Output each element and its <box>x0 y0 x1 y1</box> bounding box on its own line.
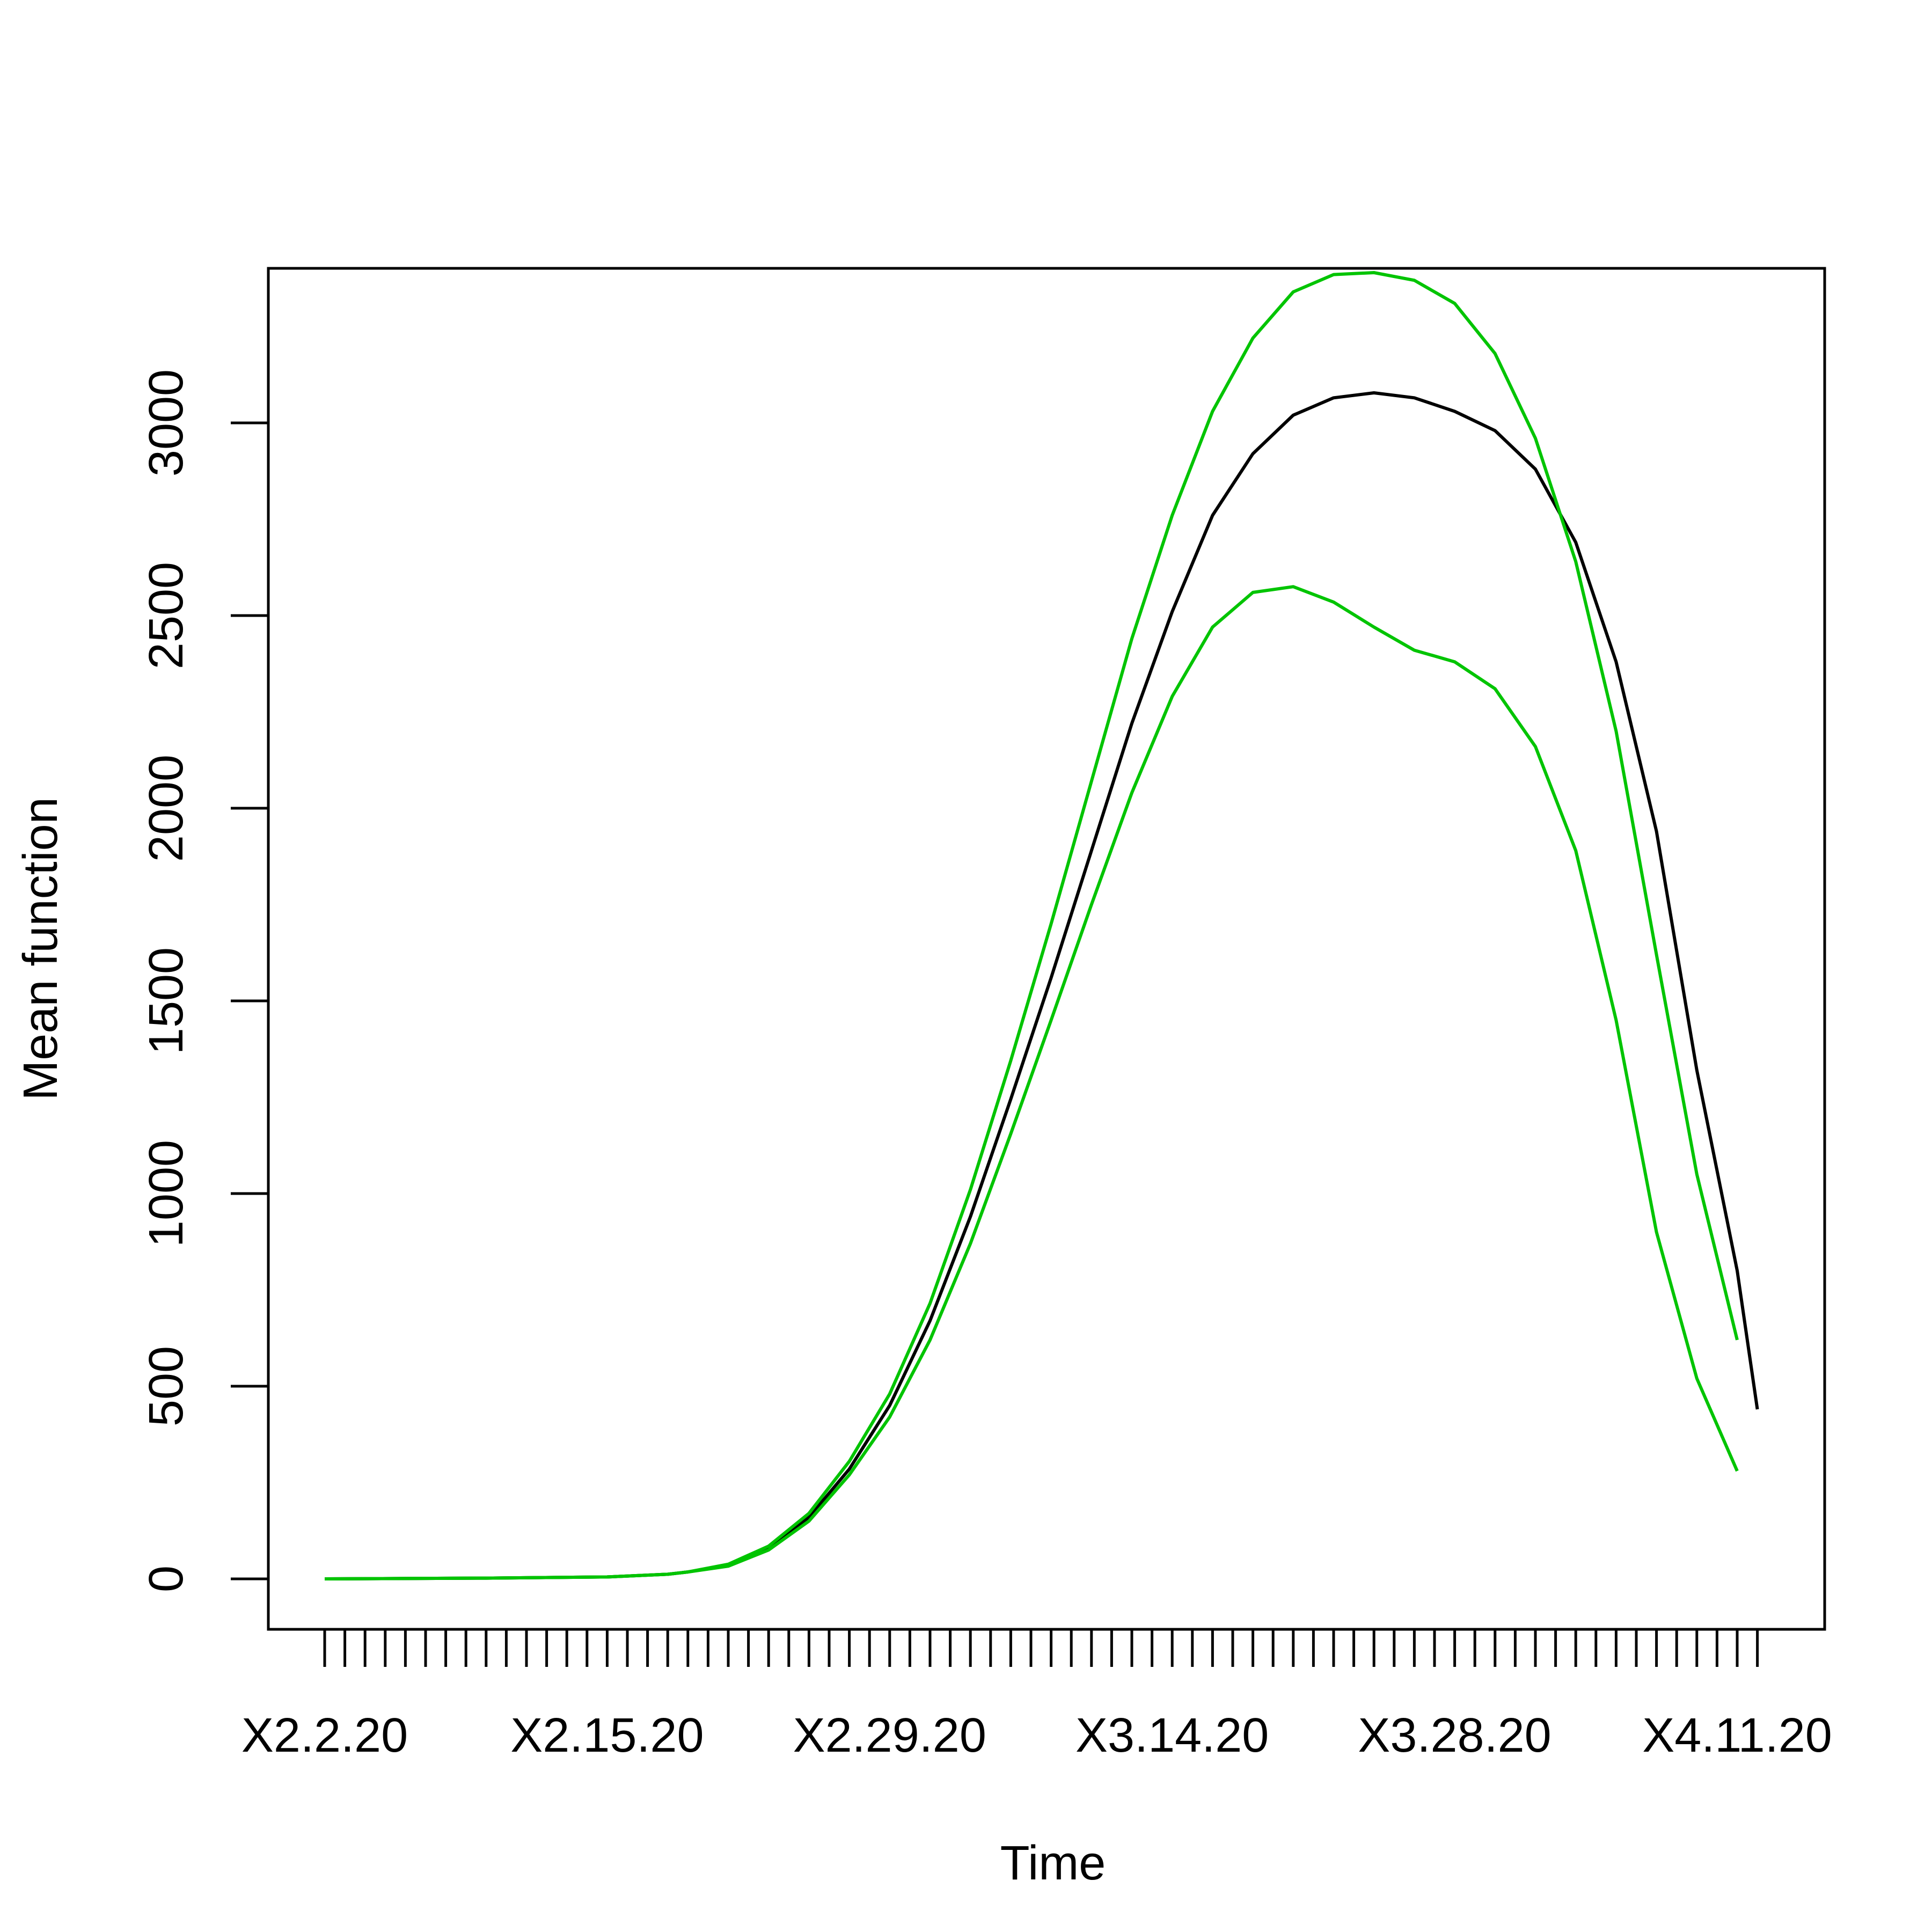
x-tick-label-5: X4.11.20 <box>1642 1709 1832 1762</box>
y-axis: 0 500 1000 1500 2000 2500 3000 <box>140 369 268 1592</box>
series-line-2 <box>324 585 1739 1580</box>
x-axis: X2.2.20 X2.15.20 X2.29.20 X3.14.20 X3.28.20 X… <box>241 1629 1832 1762</box>
x-tick-label-2: X2.29.20 <box>793 1709 986 1762</box>
series-layer <box>324 271 1759 1580</box>
y-tick-label-6: 3000 <box>140 369 193 477</box>
x-tick-label-0: X2.2.20 <box>241 1709 408 1762</box>
x-tick-label-4: X3.28.20 <box>1358 1709 1551 1762</box>
x-tick-label-1: X2.15.20 <box>510 1709 704 1762</box>
plot-frame <box>267 267 1826 1631</box>
y-axis-label: Mean function <box>14 797 68 1100</box>
y-tick-label-1: 500 <box>140 1346 193 1426</box>
y-tick-label-0: 0 <box>140 1565 193 1592</box>
y-tick-label-2: 1000 <box>140 1140 193 1247</box>
y-tick-label-5: 2500 <box>140 562 193 669</box>
series-line-1 <box>324 271 1739 1580</box>
y-tick-label-3: 1500 <box>140 947 193 1055</box>
x-tick-label-3: X3.14.20 <box>1075 1709 1269 1762</box>
x-axis-label: Time <box>1000 1836 1106 1890</box>
y-tick-label-4: 2000 <box>140 755 193 862</box>
